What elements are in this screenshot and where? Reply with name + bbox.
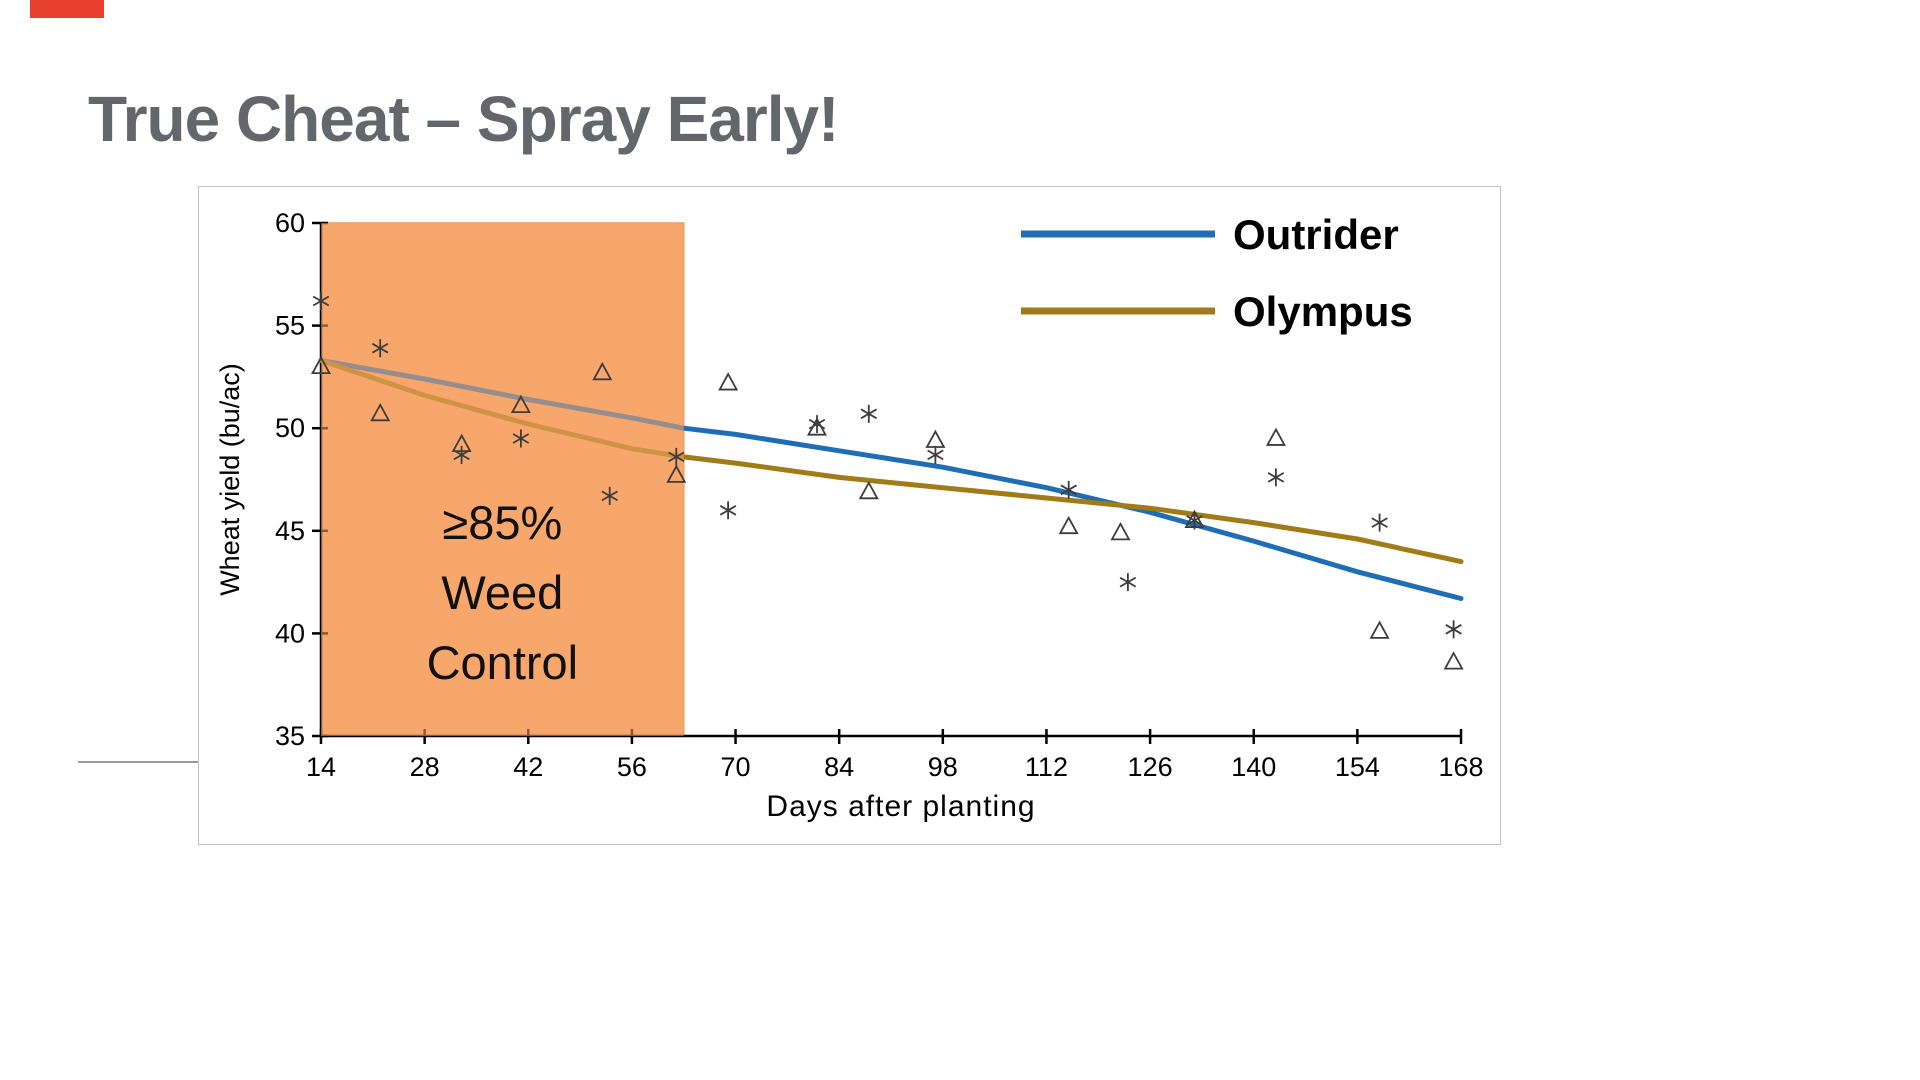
asterisk-marker xyxy=(512,429,530,448)
triangle-marker xyxy=(1265,427,1286,446)
asterisk-marker xyxy=(1445,620,1462,639)
triangle-marker xyxy=(1058,515,1079,535)
triangle-marker xyxy=(718,372,739,391)
triangle-marker xyxy=(1369,620,1390,639)
x-axis-label: Days after planting xyxy=(766,790,1035,823)
y-tick-label: 35 xyxy=(275,721,305,751)
triangle-marker xyxy=(806,417,827,436)
legend-label-outrider: Outrider xyxy=(1233,211,1399,258)
asterisk-marker xyxy=(719,501,737,520)
x-tick-label: 140 xyxy=(1231,752,1276,782)
y-tick-label: 50 xyxy=(275,413,305,443)
asterisk-marker xyxy=(860,404,878,423)
triangle-marker xyxy=(310,355,332,375)
triangle-marker xyxy=(666,464,687,483)
triangle-marker xyxy=(1184,509,1205,528)
weed-control-label: ≥85% xyxy=(442,496,562,549)
x-tick-label: 28 xyxy=(410,752,440,782)
x-tick-label: 70 xyxy=(721,752,751,782)
x-tick-label: 168 xyxy=(1438,752,1483,782)
triangle-marker xyxy=(925,429,946,448)
legend-label-olympus: Olympus xyxy=(1233,288,1413,335)
weed-control-region-overlay xyxy=(321,223,684,736)
x-tick-label: 56 xyxy=(617,752,647,782)
asterisk-marker xyxy=(1119,573,1137,592)
accent-bar xyxy=(30,0,104,18)
asterisk-marker xyxy=(601,486,618,505)
y-tick-label: 55 xyxy=(275,311,305,341)
asterisk-marker xyxy=(371,339,389,358)
asterisk-marker xyxy=(1060,480,1077,499)
triangle-marker xyxy=(451,433,472,453)
asterisk-marker xyxy=(927,445,944,464)
x-tick-label: 84 xyxy=(824,752,854,782)
x-tick-label: 154 xyxy=(1335,752,1380,782)
asterisk-marker xyxy=(668,447,685,466)
x-tick-label: 126 xyxy=(1128,752,1173,782)
decorative-line xyxy=(78,761,200,763)
weed-control-label: Control xyxy=(427,636,579,689)
x-tick-label: 42 xyxy=(513,752,543,782)
weed-control-label: Weed xyxy=(441,566,563,619)
slide-title: True Cheat – Spray Early! xyxy=(88,83,839,155)
chart-svg: 14 28 42 56 70 84 98 112 126 140 154 168 35 40 45 50 55 6… xyxy=(215,208,1484,823)
triangle-marker xyxy=(592,361,613,381)
wheat-yield-chart: 14 28 42 56 70 84 98 112 126 140 154 168 35 40 45 50 55 6… xyxy=(199,187,1500,849)
y-tick-label: 60 xyxy=(275,208,305,238)
triangle-marker xyxy=(858,480,879,500)
triangle-marker xyxy=(370,402,391,422)
chart-panel: 14 28 42 56 70 84 98 112 126 140 154 168 35 40 45 50 55 6… xyxy=(198,186,1501,845)
y-tick-label: 45 xyxy=(275,516,305,546)
x-tick-label: 98 xyxy=(928,752,958,782)
asterisk-marker xyxy=(1371,513,1388,532)
asterisk-marker xyxy=(1267,468,1285,487)
triangle-marker xyxy=(1443,651,1464,670)
asterisk-marker xyxy=(312,292,330,310)
x-tick-label: 14 xyxy=(306,752,336,782)
triangle-marker xyxy=(510,394,531,414)
x-tick-label: 112 xyxy=(1025,752,1068,782)
triangle-marker xyxy=(1110,521,1131,541)
y-axis-label: Wheat yield (bu/ac) xyxy=(215,363,245,596)
y-tick-label: 40 xyxy=(275,618,305,648)
